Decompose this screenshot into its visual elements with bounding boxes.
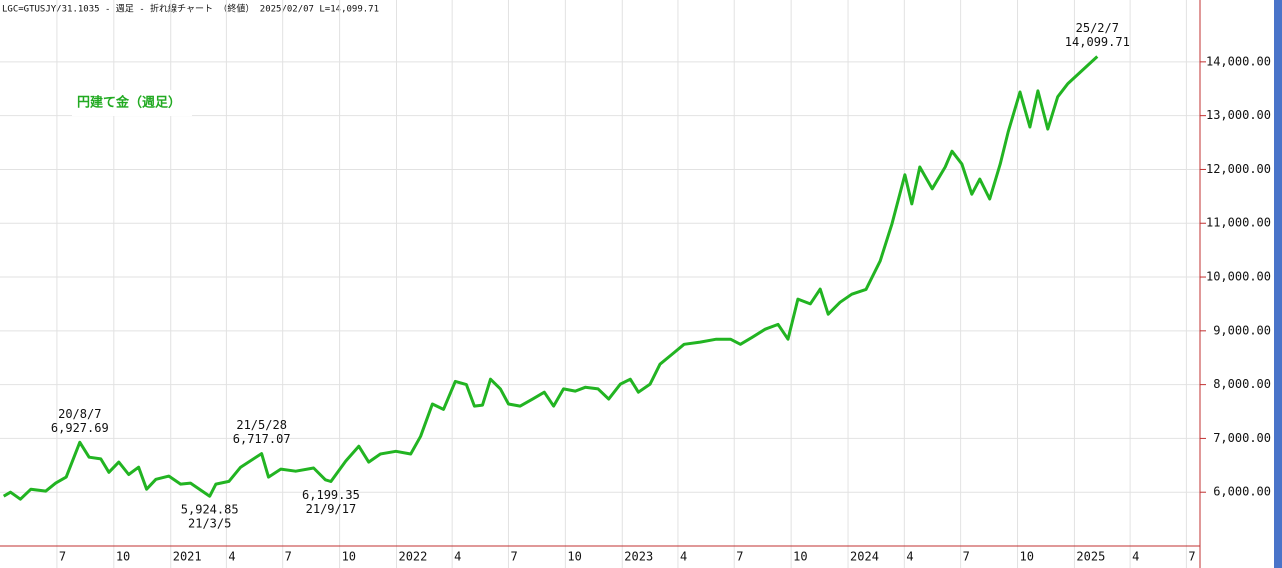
- annotation: 14,099.71: [1065, 35, 1130, 49]
- x-tick-label: 2023: [624, 550, 653, 564]
- y-tick-label: 14,000.00: [1206, 54, 1271, 68]
- chart-title: LGC=GTUSJY/31.1035 - 週足 - 折れ線チャート （終値） 2…: [2, 3, 379, 15]
- x-tick-label: 10: [1020, 550, 1034, 564]
- x-tick-label: 2022: [398, 550, 427, 564]
- x-tick-label: 10: [567, 550, 581, 564]
- x-tick-label: 7: [963, 550, 970, 564]
- legend-label: 円建て金（週足）: [77, 95, 181, 111]
- x-tick-label: 2021: [173, 550, 202, 564]
- y-tick-label: 7,000.00: [1213, 431, 1271, 445]
- x-tick-label: 4: [906, 550, 913, 564]
- x-tick-label: 7: [1188, 550, 1195, 564]
- x-tick-label: 4: [454, 550, 461, 564]
- y-tick-label: 9,000.00: [1213, 323, 1271, 337]
- x-tick-label: 7: [285, 550, 292, 564]
- x-tick-label: 7: [59, 550, 66, 564]
- x-tick-label: 2025: [1076, 550, 1105, 564]
- y-tick-label: 11,000.00: [1206, 216, 1271, 230]
- x-tick-label: 4: [680, 550, 687, 564]
- annotation: 20/8/7: [58, 407, 101, 421]
- x-tick-label: 7: [510, 550, 517, 564]
- annotation: 21/5/28: [236, 418, 287, 432]
- price-line: [2, 55, 1099, 501]
- x-tick-label: 2024: [850, 550, 879, 564]
- annotation: 6,927.69: [51, 421, 109, 435]
- y-tick-label: 13,000.00: [1206, 108, 1271, 122]
- x-tick-label: 10: [116, 550, 130, 564]
- x-tick-label: 4: [1132, 550, 1139, 564]
- annotation: 6,199.35: [302, 488, 360, 502]
- annotation: 6,717.07: [233, 432, 291, 446]
- annotation: 21/3/5: [188, 517, 231, 531]
- y-tick-label: 10,000.00: [1206, 270, 1271, 284]
- x-tick-label: 7: [736, 550, 743, 564]
- y-tick-label: 12,000.00: [1206, 162, 1271, 176]
- annotation: 5,924.85: [181, 503, 239, 517]
- annotation: 25/2/7: [1076, 21, 1119, 35]
- x-tick-label: 10: [793, 550, 807, 564]
- legend-bg: [72, 90, 192, 116]
- y-tick-label: 8,000.00: [1213, 377, 1271, 391]
- y-tick-label: 6,000.00: [1213, 485, 1271, 499]
- window-border: [1274, 0, 1282, 568]
- x-tick-label: 4: [228, 550, 235, 564]
- x-tick-label: 10: [342, 550, 356, 564]
- annotation: 21/9/17: [306, 502, 357, 516]
